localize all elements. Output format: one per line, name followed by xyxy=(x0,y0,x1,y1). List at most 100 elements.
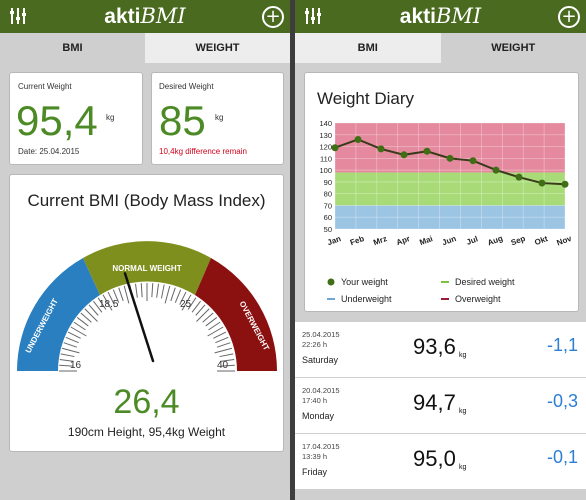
gauge-tick xyxy=(80,312,92,323)
legend-desired-weight: Desired weight xyxy=(455,277,515,287)
current-weight-label: Current Weight xyxy=(18,82,72,91)
legend-underweight: Underweight xyxy=(341,294,392,304)
entry-unit: kg xyxy=(459,464,467,471)
x-tick-label: Okt xyxy=(533,234,549,247)
entry-delta: -0,1 xyxy=(546,447,578,467)
entry-delta: -1,1 xyxy=(546,335,578,355)
list-item[interactable]: 20.04.2015 17:40 h Monday 94,7 kg -0,3 xyxy=(295,378,586,433)
tick-label-25: 25 xyxy=(180,299,192,310)
add-icon[interactable]: + xyxy=(262,6,284,28)
entry-unit: kg xyxy=(459,408,467,415)
entry-time: 17:40 h xyxy=(302,396,328,405)
gauge-tick xyxy=(97,297,107,310)
current-weight-value: 95,4 xyxy=(16,97,98,144)
desired-weight-unit: kg xyxy=(215,113,224,122)
x-tick-label: Mai xyxy=(418,234,434,247)
x-tick-label: Jan xyxy=(326,234,342,247)
current-weight-unit: kg xyxy=(106,113,115,122)
bmi-value: 26,4 xyxy=(113,383,180,421)
gauge-tick xyxy=(220,364,235,367)
gauge-tick xyxy=(67,331,81,339)
tab-bmi[interactable]: BMI xyxy=(0,33,145,63)
y-tick-label: 140 xyxy=(319,119,332,128)
entry-time: 22:26 h xyxy=(302,340,328,349)
gauge-tick xyxy=(61,347,80,354)
normalweight-zone xyxy=(83,241,211,295)
entry-weight: 93,6 xyxy=(413,334,456,359)
gauge-tick xyxy=(112,289,120,303)
y-tick-label: 90 xyxy=(324,178,332,187)
settings-sliders-icon[interactable] xyxy=(303,6,323,26)
gauge-tick xyxy=(220,359,235,362)
gauge-tick xyxy=(76,317,89,327)
data-point xyxy=(469,157,477,165)
gauge-tick xyxy=(84,308,98,322)
x-tick-label: Jun xyxy=(441,234,458,247)
desired-weight-card[interactable]: Desired Weight 85 kg 10,4kg difference r… xyxy=(151,72,284,165)
entry-date-text: 17.04.2015 xyxy=(302,442,340,451)
x-tick-label: Mrz xyxy=(372,234,388,247)
gauge-needle xyxy=(123,272,155,363)
settings-sliders-icon[interactable] xyxy=(8,6,28,26)
gauge-tick xyxy=(216,342,231,348)
gauge-title: Current BMI (Body Mass Index) xyxy=(27,191,266,210)
gauge-tick xyxy=(65,336,79,344)
tab-bar: BMI WEIGHT xyxy=(295,33,586,63)
y-tick-label: 80 xyxy=(324,190,332,199)
gauge-tick xyxy=(118,287,124,302)
gauge-tick xyxy=(151,283,154,298)
entry-unit: kg xyxy=(459,352,467,359)
x-tick-label: Aug xyxy=(486,234,504,248)
gauge-ticks xyxy=(59,283,235,372)
gauge-tick xyxy=(191,300,201,313)
legend-desired-swatch xyxy=(441,281,449,283)
gauge-tick xyxy=(195,304,206,316)
underweight-zone xyxy=(17,258,100,371)
data-point xyxy=(354,135,362,143)
gauge-tick xyxy=(196,308,210,322)
gauge-tick xyxy=(160,284,165,299)
current-weight-date: Date: 25.04.2015 xyxy=(18,147,80,156)
desired-weight-value: 85 xyxy=(159,97,206,144)
tab-bmi[interactable]: BMI xyxy=(295,33,441,63)
current-weight-card[interactable]: Current Weight 95,4 kg Date: 25.04.2015 xyxy=(9,72,143,165)
gauge-tick xyxy=(181,294,192,311)
add-icon[interactable]: + xyxy=(558,6,580,28)
desired-weight-label: Desired Weight xyxy=(159,82,214,91)
entry-day: Monday xyxy=(302,411,335,421)
gauge-tick xyxy=(207,326,224,337)
list-item[interactable]: 17.04.2015 13:39 h Friday 95,0 kg -0,1 xyxy=(295,434,586,489)
x-tick-label: Nov xyxy=(555,234,573,248)
app-bar: aktiBMI + xyxy=(295,0,586,33)
entry-weight: 95,0 xyxy=(413,446,456,471)
logo-suffix: BMI xyxy=(435,4,482,28)
weight-diary-card: Weight Diary 140 130 120 110 100 90 80 70 60 50 Ja… xyxy=(304,72,579,312)
legend-overweight-swatch xyxy=(441,298,449,300)
list-item[interactable]: 25.04.2015 22:26 h Saturday 93,6 kg -1,1 xyxy=(295,322,586,377)
overweight-zone xyxy=(195,258,277,371)
gauge-tick xyxy=(214,347,233,354)
data-point xyxy=(331,144,339,152)
tab-weight[interactable]: WEIGHT xyxy=(440,33,586,63)
tab-weight[interactable]: WEIGHT xyxy=(145,33,290,63)
data-point xyxy=(377,145,385,153)
legend-overweight: Overweight xyxy=(455,294,501,304)
data-point xyxy=(561,180,569,188)
app-bar: aktiBMI + xyxy=(0,0,290,33)
entry-time: 13:39 h xyxy=(302,452,328,461)
gauge-tick xyxy=(73,321,86,331)
x-tick-label: Apr xyxy=(395,234,411,247)
tick-label-16: 16 xyxy=(70,360,82,371)
gauge-tick xyxy=(164,285,171,304)
gauge-tick xyxy=(123,285,130,304)
zone-label-normal: NORMAL WEIGHT xyxy=(112,264,181,273)
entry-day: Friday xyxy=(302,467,328,477)
entry-date-text: 25.04.2015 xyxy=(302,330,340,339)
y-tick-label: 130 xyxy=(319,131,332,140)
bmi-gauge-card: Current BMI (Body Mass Index) UNDERWEIGH… xyxy=(9,174,284,452)
gauge-tick xyxy=(156,283,159,298)
y-tick-label: 120 xyxy=(319,143,332,152)
entry-delta: -0,3 xyxy=(546,391,578,411)
x-tick-label: Sep xyxy=(510,234,527,248)
gauge-tick xyxy=(219,353,234,358)
